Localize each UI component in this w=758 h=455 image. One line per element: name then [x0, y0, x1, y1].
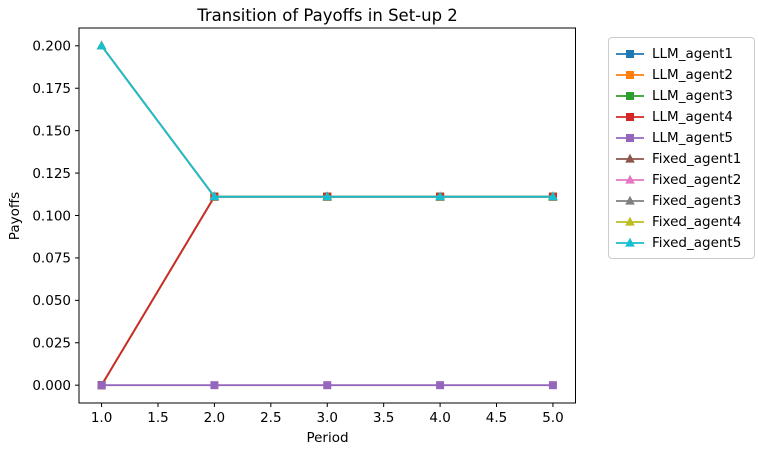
legend-item-LLM_agent5: LLM_agent5	[615, 127, 748, 148]
y-tick-label: 0.000	[32, 378, 71, 394]
legend-triangle-marker-icon	[616, 216, 644, 226]
legend-item-Fixed_agent3: Fixed_agent3	[615, 190, 748, 211]
legend-item-LLM_agent4: LLM_agent4	[615, 106, 748, 127]
legend-item-LLM_agent3: LLM_agent3	[615, 85, 748, 106]
series-line-LLM_agent1	[100, 195, 553, 386]
legend-triangle-marker-icon	[616, 153, 644, 163]
y-tick-label: 0.200	[32, 39, 71, 55]
legend-item-LLM_agent2: LLM_agent2	[615, 64, 748, 85]
axes-frame	[78, 27, 576, 404]
series-line-Fixed_agent1	[100, 45, 553, 198]
legend-square-marker-icon	[616, 49, 644, 58]
legend-square-marker-icon	[616, 70, 644, 79]
series-markers-Fixed_agent1	[96, 40, 558, 201]
legend-item-Fixed_agent4: Fixed_agent4	[615, 211, 748, 232]
y-tick-label: 0.075	[32, 251, 71, 267]
legend-label: LLM_agent3	[652, 87, 734, 104]
legend-label: Fixed_agent4	[652, 213, 742, 230]
legend-item-Fixed_agent1: Fixed_agent1	[615, 148, 748, 169]
x-tick-label: 4.5	[486, 410, 507, 426]
legend-square-marker-icon	[616, 112, 644, 121]
legend-triangle-marker-icon	[616, 237, 644, 247]
x-tick-label: 3.0	[317, 410, 338, 426]
series-line-Fixed_agent3	[100, 45, 553, 198]
y-tick-label: 0.125	[32, 166, 71, 182]
legend-square-marker-icon	[616, 133, 644, 142]
legend-square-marker-icon	[616, 91, 644, 100]
y-tick-label: 0.100	[32, 208, 71, 224]
series-line-LLM_agent3	[100, 195, 553, 386]
x-axis-label: Period	[306, 430, 349, 446]
series-line-LLM_agent2	[100, 195, 553, 386]
legend-triangle-marker-icon	[616, 195, 644, 205]
x-tick-label: 2.5	[260, 410, 281, 426]
x-tick-label: 1.5	[147, 410, 168, 426]
y-tick-label: 0.025	[32, 336, 71, 352]
legend-label: Fixed_agent5	[652, 234, 742, 251]
series-line-LLM_agent4	[100, 195, 553, 386]
series-markers-LLM_agent3	[97, 192, 557, 390]
series-line-Fixed_agent2	[100, 45, 553, 198]
series-markers-Fixed_agent5	[96, 40, 558, 201]
series-markers-LLM_agent5	[97, 381, 557, 390]
y-tick-label: 0.150	[32, 123, 71, 139]
legend: LLM_agent1 LLM_agent2 LLM_agent3 LLM_agent4…	[608, 37, 755, 259]
legend-label: LLM_agent1	[652, 45, 734, 62]
legend-label: Fixed_agent1	[652, 150, 742, 167]
chart-title: Transition of Payoffs in Set-up 2	[197, 6, 458, 25]
series-line-Fixed_agent4	[100, 45, 553, 198]
legend-label: LLM_agent5	[652, 129, 734, 146]
series-markers-Fixed_agent4	[96, 40, 558, 201]
legend-item-LLM_agent1: LLM_agent1	[615, 43, 748, 64]
y-tick-label: 0.175	[32, 81, 71, 97]
legend-label: LLM_agent4	[652, 108, 734, 125]
y-tick-label: 0.050	[32, 293, 71, 309]
x-tick-label: 5.0	[542, 410, 563, 426]
x-tick-label: 3.5	[373, 410, 394, 426]
x-tick-label: 1.0	[91, 410, 112, 426]
legend-label: LLM_agent2	[652, 66, 734, 83]
series-markers-LLM_agent4	[97, 192, 557, 390]
x-tick-label: 4.0	[429, 410, 450, 426]
legend-item-Fixed_agent5: Fixed_agent5	[615, 232, 748, 253]
series-markers-Fixed_agent3	[96, 40, 558, 201]
x-tick-label: 2.0	[204, 410, 225, 426]
legend-item-Fixed_agent2: Fixed_agent2	[615, 169, 748, 190]
legend-label: Fixed_agent2	[652, 171, 742, 188]
series-markers-Fixed_agent2	[96, 40, 558, 201]
series-line-Fixed_agent5	[100, 45, 553, 198]
legend-label: Fixed_agent3	[652, 192, 742, 209]
series-markers-LLM_agent1	[97, 192, 557, 390]
legend-triangle-marker-icon	[616, 174, 644, 184]
series-markers-LLM_agent2	[97, 192, 557, 390]
